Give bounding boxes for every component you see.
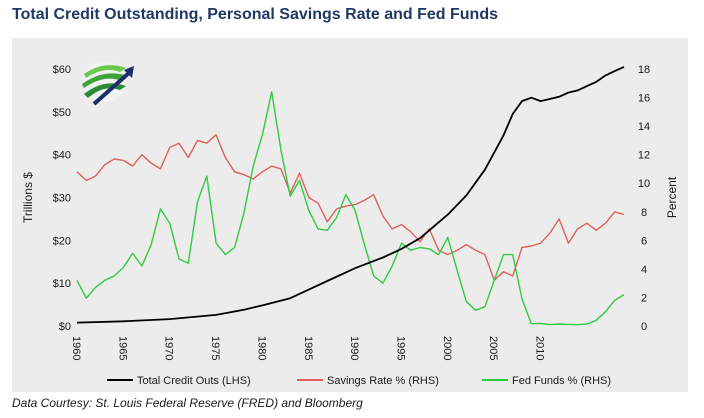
y-right-tick-label: 14	[638, 121, 650, 133]
y-right-tick-label: 4	[641, 264, 647, 276]
legend-credit-outstanding-label: Total Credit Outs (LHS)	[137, 375, 251, 387]
x-tick-label: 1975	[209, 336, 221, 360]
data-source-footer: Data Courtesy: St. Louis Federal Reserve…	[12, 396, 363, 410]
y-left-tick-label: $0	[59, 321, 71, 333]
y-right-tick-label: 0	[641, 321, 647, 333]
x-tick-label: 1995	[394, 336, 406, 360]
y-right-axis-label: Percent	[665, 176, 679, 218]
y-left-tick-label: $60	[53, 64, 71, 76]
y-right-tick-label: 16	[638, 93, 650, 105]
globe-arrow-logo-icon	[82, 61, 134, 106]
fed-funds-line	[76, 91, 625, 326]
x-tick-label: 2005	[487, 336, 499, 360]
x-tick-label: 1960	[70, 336, 82, 360]
x-tick-label: 1980	[255, 336, 267, 360]
legend-fed-funds-label: Fed Funds % (RHS)	[512, 375, 611, 387]
y-right-tick-label: 10	[638, 178, 650, 190]
y-left-tick-label: $10	[53, 278, 71, 290]
y-right-tick-label: 8	[641, 207, 647, 219]
chart-panel	[12, 38, 688, 392]
savings-rate-line	[76, 133, 625, 282]
y-right-tick-label: 6	[641, 235, 647, 247]
chart-title: Total Credit Outstanding, Personal Savin…	[12, 6, 498, 23]
legend-savings-rate-label: Savings Rate % (RHS)	[327, 375, 439, 387]
x-tick-label: 1990	[348, 336, 360, 360]
credit-outstanding-line	[76, 66, 625, 324]
x-tick-label: 1985	[302, 336, 314, 360]
x-tick-label: 2010	[534, 336, 546, 360]
y-right-tick-label: 18	[638, 64, 650, 76]
y-right-tick-label: 12	[638, 150, 650, 162]
x-tick-label: 2000	[441, 336, 453, 360]
y-left-tick-label: $40	[53, 150, 71, 162]
x-tick-label: 1970	[163, 336, 175, 360]
x-tick-label: 1965	[116, 336, 128, 360]
y-left-axis-label: Trillions $	[21, 172, 35, 223]
y-left-tick-label: $30	[53, 193, 71, 205]
y-right-tick-label: 2	[641, 292, 647, 304]
y-left-tick-label: $20	[53, 235, 71, 247]
chart-svg: $0 $10 $20 $30 $40 $50 $60 0 2 4 6 8 10 12 14 16 18 1960 1…	[21, 61, 679, 387]
y-left-tick-label: $50	[53, 107, 71, 119]
